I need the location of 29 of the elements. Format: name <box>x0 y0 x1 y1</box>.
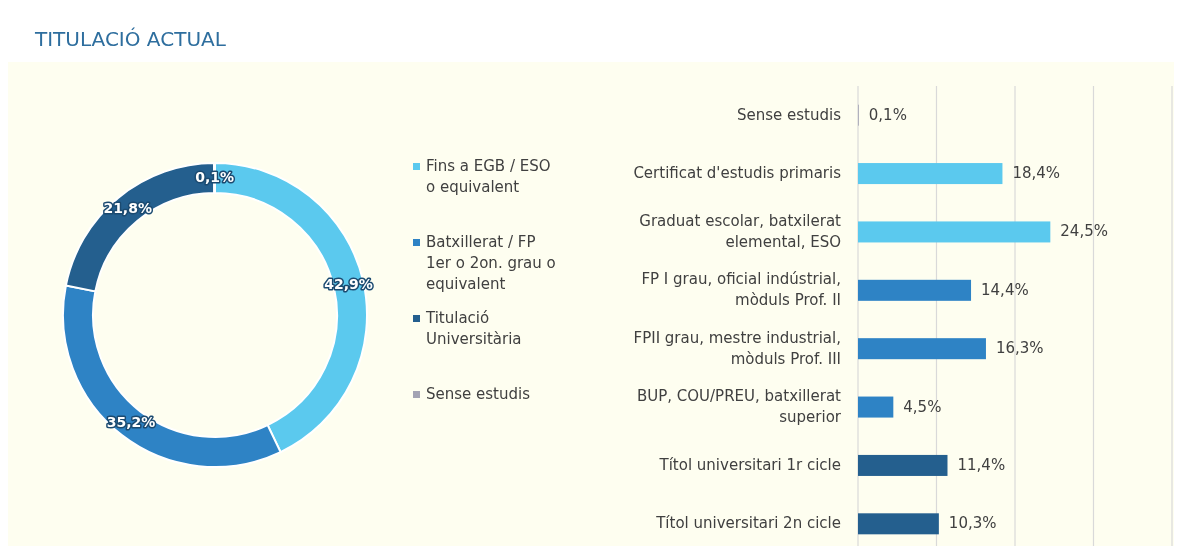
bar <box>858 221 1051 243</box>
y-tick-label: BUP, COU/PREU, batxillerat superior <box>636 387 842 427</box>
y-tick-label: Graduat escolar, batxilerat elemental, ESO <box>639 211 842 251</box>
data-label: 16,3% <box>995 339 1044 358</box>
legend-label: Fins a EGB / ESO o equivalent <box>426 157 551 196</box>
data-label: 14,4% <box>981 280 1029 299</box>
data-label: 10,3% <box>948 514 997 533</box>
data-label: 4,5% <box>903 397 942 416</box>
data-label: 24,5% <box>1060 222 1108 241</box>
bar <box>858 163 1003 185</box>
y-tick-label: Títol universitari 2n cicle <box>655 514 841 533</box>
y-tick-label: FP I grau, oficial indústrial, mòduls Prof. II <box>641 270 841 310</box>
data-label: 0,1% <box>868 105 907 124</box>
bar <box>858 396 894 418</box>
y-tick-label: Sense estudis <box>736 105 842 124</box>
legend-label: Sense estudis <box>426 385 531 403</box>
data-label: 11,4% <box>957 455 1006 474</box>
bar <box>858 454 948 476</box>
chart-title: TITULACIÓ ACTUAL <box>34 27 227 51</box>
bar <box>858 513 939 535</box>
y-tick-label: FPII grau, mestre industrial, mòduls Prof. III <box>633 328 841 368</box>
legend-label: Batxillerat / FP 1er o 2on. grau o equivalent <box>426 233 556 293</box>
legend-label: Titulació Universitària <box>425 309 522 348</box>
bar <box>858 279 972 301</box>
data-label: 18,4% <box>1012 164 1061 183</box>
y-tick-label: Certificat d'estudis primaris <box>633 164 842 183</box>
y-tick-label: Títol universitari 1r cicle <box>658 455 841 474</box>
bar <box>858 338 986 360</box>
data-label: 0,1% <box>195 169 234 185</box>
